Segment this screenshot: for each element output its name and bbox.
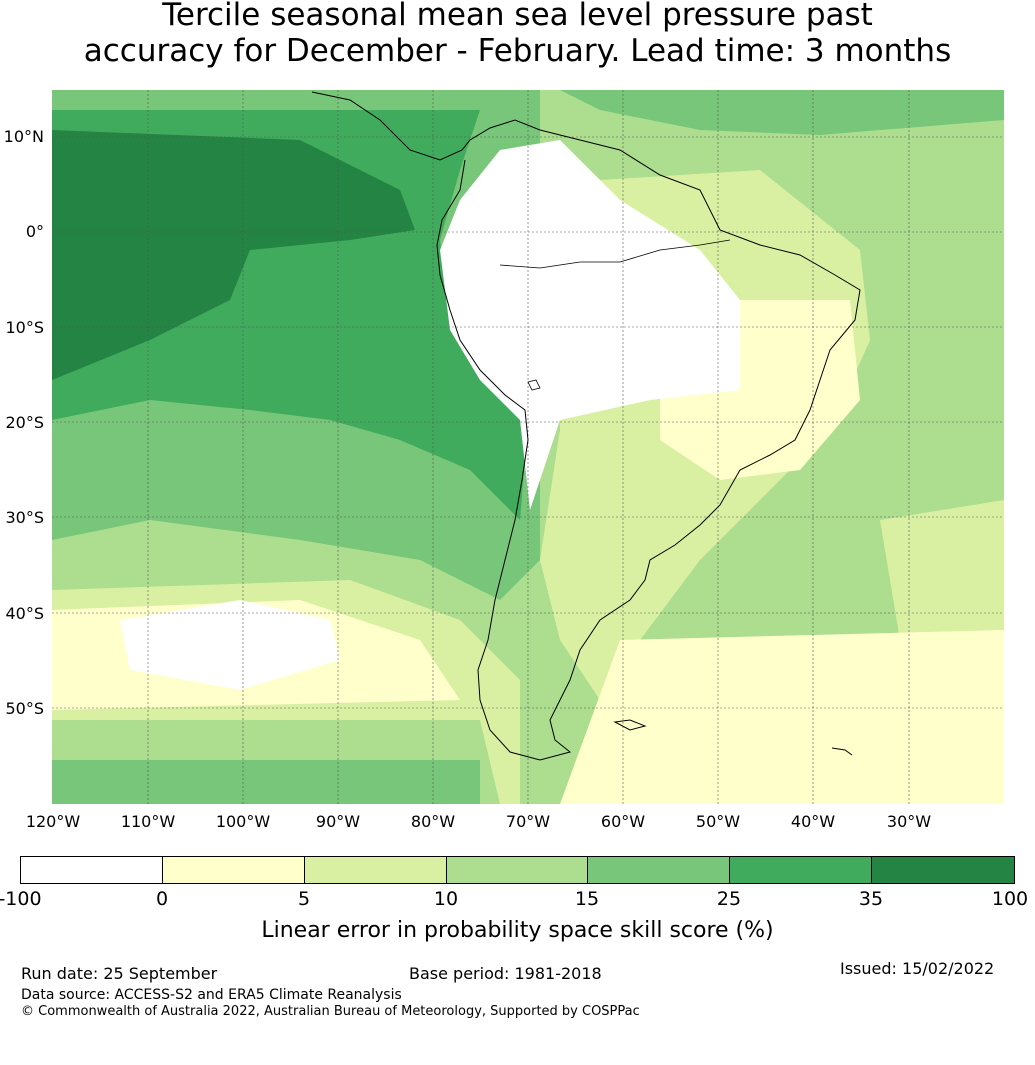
colorbar-segment <box>872 857 1014 883</box>
lon-label-120w: 120°W <box>25 812 81 831</box>
colorbar-tick: -100 <box>0 888 42 910</box>
amazon-river <box>499 239 731 269</box>
south-america-coastline <box>311 91 861 761</box>
map-title-line-2: accuracy for December - February. Lead t… <box>83 33 952 69</box>
map-title-line-1: Tercile seasonal mean sea level pressure… <box>162 0 873 33</box>
lon-label-90w: 90°W <box>315 812 361 831</box>
lon-label-100w: 100°W <box>215 812 271 831</box>
colorbar-tick: 25 <box>716 888 742 910</box>
southern-pacific-negative <box>120 600 340 690</box>
colorbar-segment <box>163 857 305 883</box>
lat-label-40s: 40°S <box>5 604 44 623</box>
lon-label-30w: 30°W <box>886 812 932 831</box>
graticule <box>52 90 1004 804</box>
lat-label-10s: 10°S <box>5 318 44 337</box>
colorbar-tick: 0 <box>155 888 169 910</box>
lon-label-60w: 60°W <box>600 812 646 831</box>
colorbar-tick: 35 <box>858 888 884 910</box>
colorbar-tick: 5 <box>297 888 311 910</box>
lon-label-80w: 80°W <box>410 812 456 831</box>
lon-label-50w: 50°W <box>695 812 741 831</box>
issued-date: Issued: 15/02/2022 <box>840 959 995 978</box>
atlantic-north-15-25 <box>560 90 1004 135</box>
lon-label-40w: 40°W <box>790 812 836 831</box>
lat-label-30s: 30°S <box>5 508 44 527</box>
south-georgia <box>831 747 853 756</box>
far-south-15-25 <box>52 760 480 804</box>
colorbar-segment <box>447 857 588 883</box>
lat-label-0: 0° <box>25 222 44 241</box>
skill-score-map <box>52 90 1004 804</box>
colorbar-tick: 100 <box>991 888 1029 910</box>
colorbar-label: Linear error in probability space skill … <box>261 918 774 943</box>
lat-label-10n: 10°N <box>3 127 44 146</box>
atlantic-south-5-10 <box>880 500 1004 660</box>
colorbar-tick: 15 <box>574 888 600 910</box>
lat-label-20s: 20°S <box>5 413 44 432</box>
lon-label-70w: 70°W <box>505 812 551 831</box>
pacific-zone-35-100 <box>52 130 415 380</box>
lon-label-110w: 110°W <box>120 812 176 831</box>
colorbar-segment <box>21 857 163 883</box>
falkland-islands <box>613 719 647 731</box>
southern-atlantic-0-5 <box>560 630 1004 804</box>
lake-titicaca <box>527 379 541 391</box>
skill-field <box>52 90 1004 804</box>
colorbar-segment <box>730 857 872 883</box>
colorbar-tick: 10 <box>433 888 459 910</box>
base-period: Base period: 1981-2018 <box>409 964 602 983</box>
colorbar <box>20 856 1015 884</box>
andes-negative-skill <box>440 140 740 510</box>
copyright: © Commonwealth of Australia 2022, Austra… <box>21 1004 640 1019</box>
colorbar-segment <box>588 857 730 883</box>
data-source: Data source: ACCESS-S2 and ERA5 Climate … <box>21 987 402 1003</box>
lat-label-50s: 50°S <box>5 699 44 718</box>
run-date: Run date: 25 September <box>21 964 218 983</box>
colorbar-segment <box>305 857 447 883</box>
